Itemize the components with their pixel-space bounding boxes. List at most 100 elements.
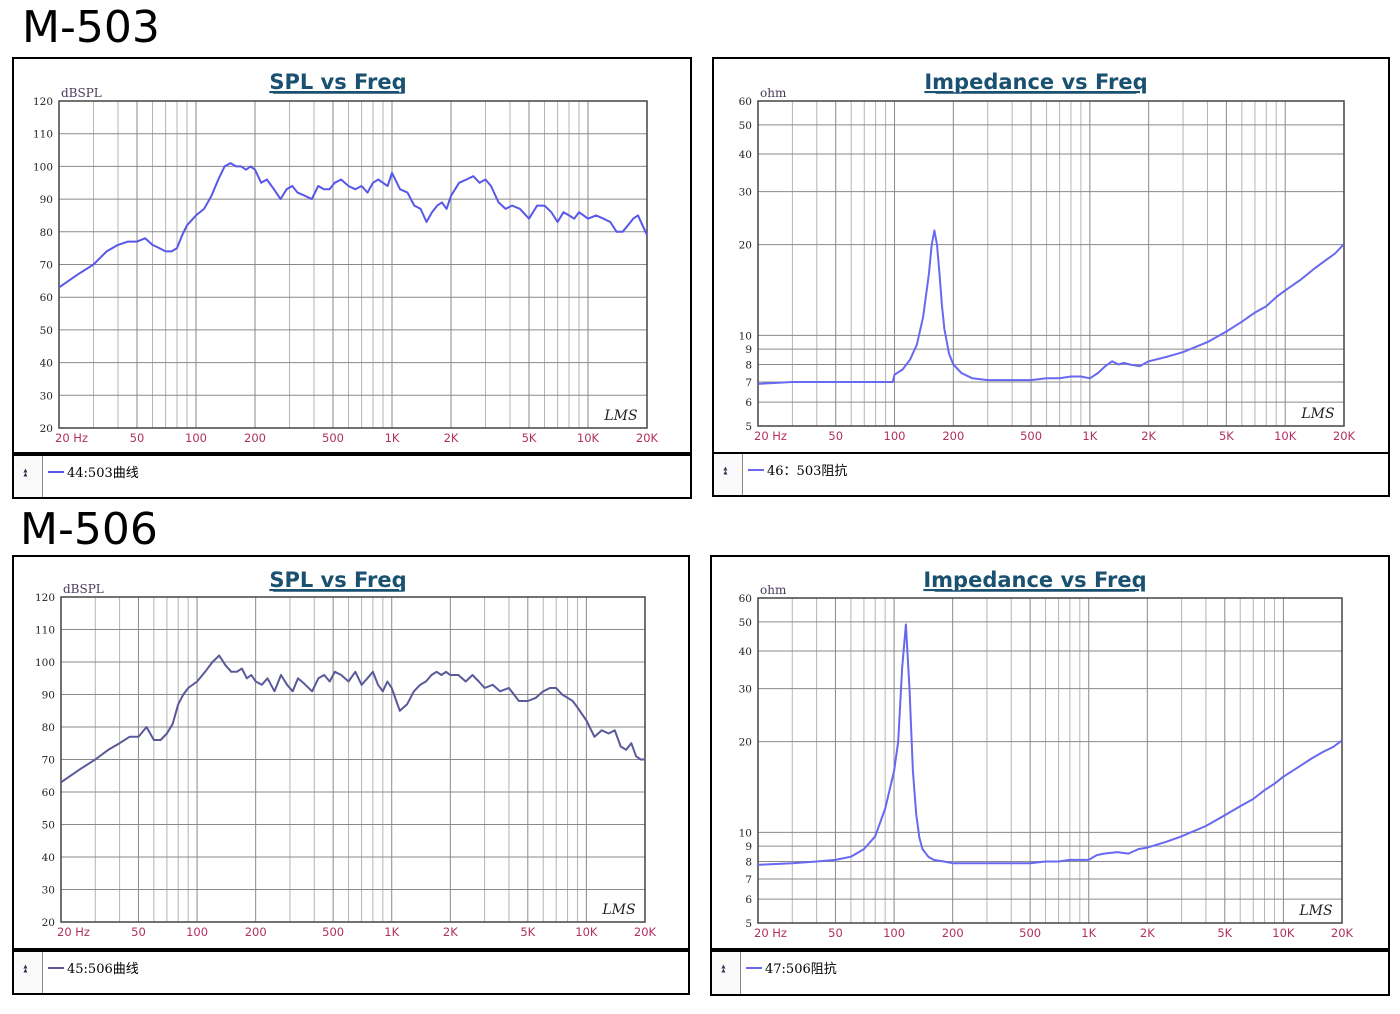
x-tick-label: 50: [131, 925, 146, 939]
y-tick-label: 30: [40, 390, 53, 402]
chart-title: SPL vs Freq: [269, 70, 406, 94]
x-tick-label: 2K: [444, 431, 459, 445]
impedance-chart-506: Impedance vs Freq ohm 5 6 7 8 9 10 20 30 40 50 60 20 …: [710, 555, 1390, 950]
y-tick-label: 50: [40, 325, 53, 337]
y-axis-label: ohm: [760, 583, 787, 597]
y-tick-label: 50: [42, 820, 55, 832]
y-tick-label: 20: [739, 737, 752, 749]
legend-swatch: [48, 470, 64, 473]
x-tick-label: 5K: [522, 431, 537, 445]
x-tick-label: 5K: [1219, 429, 1234, 443]
y-tick-label: 90: [40, 194, 53, 206]
impedance-chart-506-plot: Impedance vs Freq ohm 5 6 7 8 9 10 20 30 40 50 60 20 …: [739, 568, 1354, 940]
y-tick-label: 80: [40, 227, 53, 239]
x-tick-label: 1K: [1081, 926, 1096, 940]
x-tick-label: 200: [942, 429, 964, 443]
x-tick-label: 20K: [634, 925, 657, 939]
y-axis-label: dBSPL: [63, 582, 104, 596]
x-tick-label: 50: [130, 431, 145, 445]
x-tick-label: 100: [884, 429, 906, 443]
x-tick-label: 500: [322, 431, 344, 445]
group-title-m506: M-506: [20, 504, 158, 555]
y-tick-label: 50: [739, 617, 752, 629]
group-title-m503: M-503: [22, 2, 160, 53]
y-tick-label: 8: [745, 360, 752, 372]
x-tick-label: 2K: [443, 925, 458, 939]
y-tick-label: 20: [40, 423, 53, 435]
x-tick-label: 20 Hz: [754, 926, 787, 940]
y-tick-label: 70: [42, 755, 55, 767]
legend-toggle-icon[interactable]: ▸▸: [714, 454, 743, 495]
lms-watermark: LMS: [601, 902, 635, 918]
plot-border: [757, 100, 1345, 427]
legend-label: 46：503阻抗: [767, 464, 848, 479]
legend-entry: 47:506阻抗: [746, 958, 837, 977]
y-axis-label: dBSPL: [61, 86, 102, 100]
y-tick-label: 60: [739, 593, 752, 605]
x-tick-label: 1K: [384, 925, 399, 939]
y-tick-label: 30: [42, 885, 55, 897]
x-tick-label: 1K: [1082, 429, 1097, 443]
y-tick-label: 20: [42, 917, 55, 929]
y-tick-label: 6: [745, 397, 752, 409]
x-tick-label: 50: [828, 926, 843, 940]
legend-toggle-icon[interactable]: ▸▸: [14, 456, 43, 497]
series-line: [757, 623, 1343, 866]
y-tick-label: 8: [745, 857, 752, 869]
x-tick-label: 1K: [385, 431, 400, 445]
x-tick-label: 2K: [1140, 926, 1155, 940]
y-tick-label: 110: [35, 625, 55, 637]
x-tick-label: 200: [244, 431, 266, 445]
x-tick-label: 2K: [1141, 429, 1156, 443]
impedance-chart-503-plot: Impedance vs Freq ohm 5 6 7 8 9 10 20 30 40 50 60 20 …: [739, 70, 1356, 443]
x-tick-label: 500: [1020, 429, 1042, 443]
x-tick-label: 20K: [1331, 926, 1354, 940]
y-tick-label: 60: [42, 787, 55, 799]
y-tick-label: 30: [739, 684, 752, 696]
y-tick-label: 40: [739, 646, 752, 658]
spl-chart-506-plot: SPL vs Freq dBSPL 20 30 40 50 60 70 80 90 100 110 12…: [35, 568, 657, 939]
impedance-legend-503: ▸▸ 46：503阻抗: [712, 452, 1390, 497]
y-tick-label: 7: [745, 874, 752, 886]
x-tick-label: 200: [245, 925, 267, 939]
x-tick-label: 20 Hz: [754, 429, 787, 443]
legend-entry: 44:503曲线: [48, 462, 139, 481]
y-tick-label: 100: [33, 161, 53, 173]
chart-title: SPL vs Freq: [269, 568, 406, 592]
x-tick-label: 100: [883, 926, 905, 940]
y-tick-label: 5: [745, 421, 752, 433]
y-tick-label: 110: [33, 129, 53, 141]
x-tick-label: 20K: [636, 431, 659, 445]
legend-entry: 45:506曲线: [48, 958, 139, 977]
x-tick-label: 200: [942, 926, 964, 940]
x-tick-label: 500: [322, 925, 344, 939]
y-tick-label: 9: [745, 344, 752, 356]
y-tick-label: 90: [42, 690, 55, 702]
x-tick-label: 20K: [1333, 429, 1356, 443]
y-tick-label: 120: [33, 96, 53, 108]
x-tick-label: 10K: [1274, 429, 1297, 443]
y-tick-label: 10: [739, 330, 752, 342]
series-line: [60, 654, 645, 784]
x-tick-label: 500: [1019, 926, 1041, 940]
lms-watermark: LMS: [1298, 903, 1332, 919]
y-tick-label: 70: [40, 260, 53, 272]
lms-watermark: LMS: [603, 408, 637, 424]
plot-border: [757, 597, 1343, 924]
y-tick-label: 7: [745, 377, 752, 389]
x-tick-label: 5K: [520, 925, 535, 939]
series-line: [757, 229, 1345, 385]
y-tick-label: 40: [739, 149, 752, 161]
legend-swatch: [748, 468, 764, 471]
legend-swatch: [746, 966, 762, 969]
y-tick-label: 20: [739, 240, 752, 252]
y-tick-label: 6: [745, 894, 752, 906]
legend-entry: 46：503阻抗: [748, 460, 847, 479]
legend-toggle-icon[interactable]: ▸▸: [14, 952, 43, 993]
y-tick-label: 9: [745, 841, 752, 853]
legend-toggle-icon[interactable]: ▸▸: [712, 952, 741, 994]
legend-label: 45:506曲线: [67, 962, 139, 977]
y-tick-label: 40: [42, 852, 55, 864]
x-tick-label: 20 Hz: [55, 431, 88, 445]
series-line: [58, 162, 648, 289]
